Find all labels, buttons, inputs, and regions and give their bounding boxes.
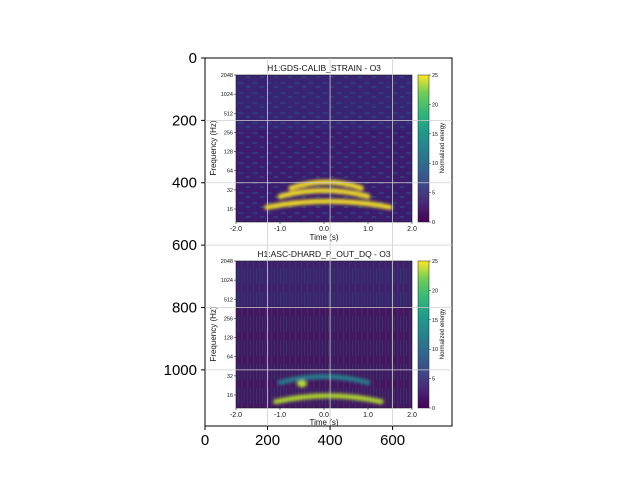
outer-axes-frame	[204, 57, 453, 427]
panel-1-cb-tick-label-5: 25	[432, 73, 438, 79]
panel-2-y-tick-label-1: 1024	[221, 278, 233, 284]
panel-1-y-tick-label-1: 1024	[221, 92, 233, 98]
panel-2-colorbar-ticks: 0 5 10 15 20 25	[429, 259, 438, 412]
outer-x-tick-label-0: 0	[201, 432, 209, 449]
panel-2-cb-tick-label-5: 25	[432, 259, 438, 265]
panel-1-y-tick-label-2: 512	[224, 111, 233, 117]
panel-1: H1:GDS-CALIB_STRAIN - O3 Time (s) Freque…	[209, 63, 446, 242]
panel-2-cb-tick-label-3: 15	[432, 318, 438, 324]
outer-y-tick-label-4: 800	[172, 299, 197, 316]
panel-2-colorbar-label: Normalized energy	[440, 309, 446, 359]
panel-2-y-tick-label-5: 64	[227, 355, 233, 361]
panel-2-x-ticks: -2.0 -1.0 0.0 1.0 2.0	[230, 408, 417, 419]
panel-2-high-band	[236, 261, 412, 306]
panel-2-y-tick-label-6: 32	[227, 374, 233, 380]
panel-1-heatmap-background	[236, 75, 412, 222]
panel-1-colorbar	[417, 74, 430, 223]
outer-y-tick-label-5: 1000	[164, 362, 197, 379]
panel-1-y-tick-label-7: 16	[227, 207, 233, 213]
panel-1-high-band	[236, 75, 412, 130]
outer-axes-ticks: 0 200 400 600 0 200 400 600 800 1000	[164, 50, 405, 449]
panel-2-y-tick-label-4: 128	[224, 336, 233, 342]
panel-1-feature-2	[288, 179, 364, 191]
outer-y-tick-label-3: 600	[172, 237, 197, 254]
panel-1-x-tick-label-3: 1.0	[363, 226, 373, 233]
panel-2-heatmap-background	[236, 261, 412, 408]
panel-1-cb-tick-label-0: 0	[432, 220, 435, 226]
panel-1-y-tick-label-3: 256	[224, 130, 233, 136]
panel-2-features	[273, 374, 384, 405]
panel-1-y-tick-label-0: 2048	[221, 73, 233, 79]
panel-1-cb-tick-label-2: 10	[432, 161, 438, 167]
outer-y-tick-label-2: 400	[172, 175, 197, 192]
outer-x-tick-label-1: 200	[255, 432, 280, 449]
panel-1-features	[264, 179, 393, 210]
panel-1-x-tick-label-0: -2.0	[230, 226, 242, 233]
outer-x-tick-label-3: 600	[380, 432, 405, 449]
panel-2-x-tick-label-2: 0.0	[319, 412, 329, 419]
panel-1-x-ticks: -2.0 -1.0 0.0 1.0 2.0	[230, 222, 417, 233]
panel-2-y-tick-label-2: 512	[224, 297, 233, 303]
panel-2-cb-tick-label-1: 5	[432, 377, 435, 383]
panel-2-cb-tick-label-2: 10	[432, 347, 438, 353]
outer-y-tick-label-1: 200	[172, 112, 197, 129]
panel-2-feature-2	[297, 380, 307, 388]
panel-2-xlabel: Time (s)	[309, 418, 338, 427]
panel-1-x-tick-label-2: 0.0	[319, 226, 329, 233]
panel-1-x-tick-label-4: 2.0	[407, 226, 417, 233]
outer-x-tick-label-2: 400	[318, 432, 343, 449]
panel-2-y-tick-label-7: 16	[227, 393, 233, 399]
panel-1-title: H1:GDS-CALIB_STRAIN - O3	[267, 63, 381, 73]
panel-2-feature-0	[277, 374, 371, 386]
panel-2-x-tick-label-0: -2.0	[230, 412, 242, 419]
panel-2-ylabel: Frequency (Hz)	[209, 306, 218, 361]
panel-2-y-tick-label-0: 2048	[221, 259, 233, 265]
panel-1-x-tick-label-1: -1.0	[274, 226, 286, 233]
panel-1-y-tick-label-4: 128	[224, 150, 233, 156]
panel-2: H1:ASC-DHARD_P_OUT_DQ - O3 Time (s) Freq…	[209, 249, 446, 427]
panel-1-cb-tick-label-4: 20	[432, 102, 438, 108]
panel-1-feature-0	[277, 188, 371, 200]
panel-1-cb-tick-label-3: 15	[432, 132, 438, 138]
panel-2-x-tick-label-4: 2.0	[407, 412, 417, 419]
panel-2-title: H1:ASC-DHARD_P_OUT_DQ - O3	[257, 249, 390, 259]
panel-2-cb-tick-label-4: 20	[432, 288, 438, 294]
panel-1-cb-tick-label-1: 5	[432, 191, 435, 197]
panel-2-colorbar	[417, 260, 430, 409]
panel-2-x-tick-label-3: 1.0	[363, 412, 373, 419]
panel-2-y-tick-label-3: 256	[224, 316, 233, 322]
outer-grid	[205, 58, 452, 426]
panel-2-cb-tick-label-0: 0	[432, 406, 435, 412]
panel-1-y-ticks: 2048 1024 512 256 128 64 32 16	[221, 73, 236, 213]
panel-1-y-tick-label-6: 32	[227, 188, 233, 194]
panel-2-x-tick-label-1: -1.0	[274, 412, 286, 419]
panel-1-colorbar-ticks: 0 5 10 15 20 25	[429, 73, 438, 226]
panel-1-y-tick-label-5: 64	[227, 169, 233, 175]
outer-y-tick-label-0: 0	[189, 50, 197, 67]
panel-2-y-ticks: 2048 1024 512 256 128 64 32 16	[221, 259, 236, 399]
panel-1-xlabel: Time (s)	[309, 233, 338, 242]
panel-1-ylabel: Frequency (Hz)	[209, 120, 218, 175]
panel-1-colorbar-label: Normalized energy	[440, 123, 446, 173]
panel-1-feature-1	[264, 198, 393, 210]
panel-2-feature-1	[273, 393, 384, 405]
